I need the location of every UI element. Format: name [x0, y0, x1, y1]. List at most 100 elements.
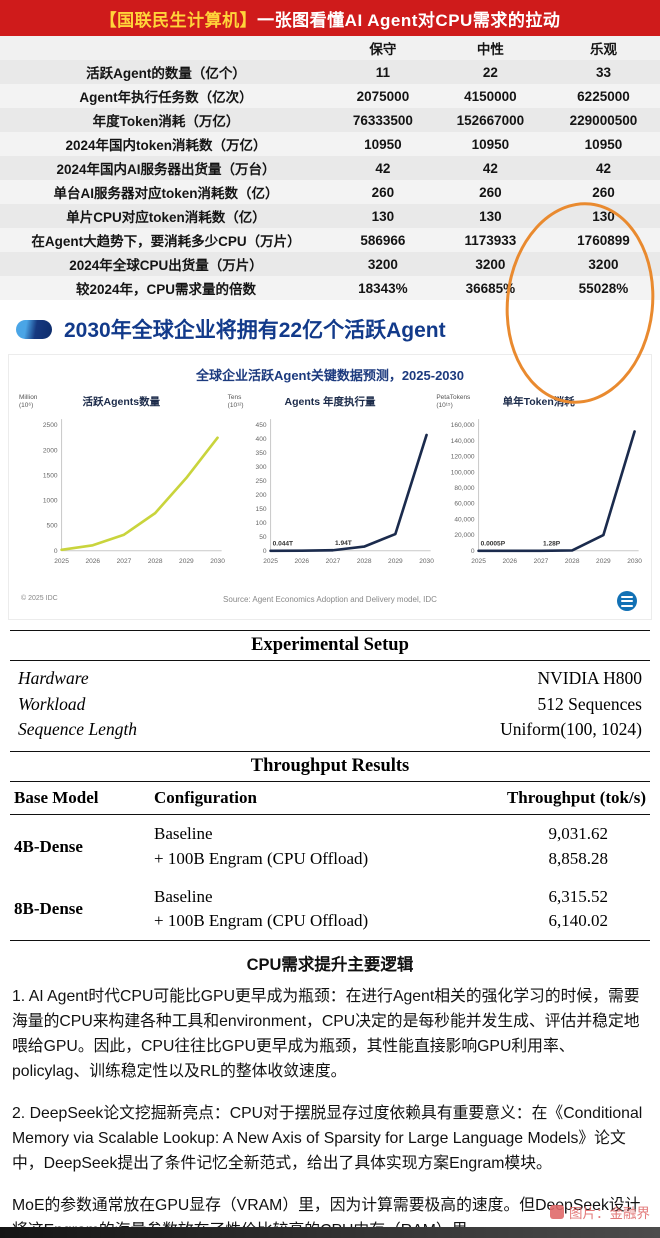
axis-unit-label: Tens (10¹²) — [227, 394, 244, 410]
row-value-neutral: 36685% — [465, 280, 516, 296]
rule-bottom — [10, 939, 650, 941]
chart-source: Source: Agent Economics Adoption and Del… — [223, 595, 437, 605]
rule — [10, 751, 650, 753]
row-value-neutral: 3200 — [475, 256, 506, 272]
svg-text:500: 500 — [47, 523, 58, 530]
throughput-group-8b: 8B-Dense Baseline + 100B Engram (CPU Off… — [10, 878, 650, 940]
config-label: + 100B Engram (CPU Offload) — [154, 848, 369, 868]
watermark-text: 图片：金融界 — [569, 1206, 650, 1221]
throughput-group-4b: 4B-Dense Baseline + 100B Engram (CPU Off… — [10, 815, 650, 877]
chart-title: Agents 年度执行量 — [284, 396, 376, 408]
throughput-col-model: Base Model — [14, 788, 99, 808]
row-value-neutral: 10950 — [471, 136, 510, 152]
throughput-title: Throughput Results — [250, 756, 410, 777]
svg-text:450: 450 — [255, 422, 266, 429]
svg-text:2030: 2030 — [210, 558, 225, 565]
row-label: 在Agent大趋势下，要消耗多少CPU（万片） — [31, 234, 301, 249]
row-value-optimistic: 229000500 — [569, 112, 638, 128]
svg-text:80,000: 80,000 — [455, 485, 475, 492]
chart-card-title: 全球企业活跃Agent关键数据预测，2025-2030 — [196, 368, 464, 383]
config-label: Baseline — [154, 886, 213, 906]
throughput-header-row: Base Model Configuration Throughput (tok… — [10, 782, 650, 814]
row-value-optimistic: 1760899 — [577, 232, 630, 248]
svg-text:2025: 2025 — [263, 558, 278, 565]
config-label: Baseline — [154, 824, 213, 844]
row-value-conservative: 76333500 — [352, 112, 413, 128]
table-row: 2024年国内AI服务器出货量（万台） 42 42 42 — [0, 156, 660, 180]
forecast-chart: Tens (10¹²) Agents 年度执行量 0 50 100 150 200 250 3… — [226, 394, 435, 583]
value-list: 9,031.62 8,858.28 — [456, 822, 646, 871]
table-row: 单片CPU对应token消耗数（亿） 130 130 130 — [0, 204, 660, 228]
row-value-neutral: 152667000 — [456, 112, 525, 128]
svg-text:1.94T: 1.94T — [335, 540, 352, 547]
svg-text:0: 0 — [263, 548, 267, 555]
svg-text:20,000: 20,000 — [455, 532, 475, 539]
svg-text:300: 300 — [255, 464, 266, 471]
axis-unit-label: PetaTokens (10¹⁵) — [436, 394, 471, 410]
svg-text:2030: 2030 — [628, 558, 643, 565]
row-value-neutral: 22 — [482, 64, 498, 80]
svg-text:2028: 2028 — [148, 558, 163, 565]
watermark: 图片：金融界 — [550, 1202, 650, 1222]
svg-text:2027: 2027 — [534, 558, 549, 565]
row-value-optimistic: 42 — [595, 160, 611, 176]
axis-unit-label: Million (10⁶) — [19, 394, 38, 410]
section-title: 2030年全球企业将拥有22亿个活跃Agent — [64, 319, 446, 342]
row-label: 活跃Agent的数量（亿个） — [86, 66, 246, 81]
setup-value: NVIDIA H800 — [537, 668, 642, 689]
row-value-neutral: 260 — [479, 184, 502, 200]
table-row: 单台AI服务器对应token消耗数（亿） 260 260 260 — [0, 180, 660, 204]
scenario-col-optimistic: 乐观 — [589, 42, 617, 57]
row-value-conservative: 42 — [375, 160, 391, 176]
svg-text:100,000: 100,000 — [451, 469, 475, 476]
row-label: 2024年国内AI服务器出货量（万台） — [56, 162, 276, 177]
row-value-neutral: 130 — [479, 208, 502, 224]
row-value-optimistic: 55028% — [578, 280, 629, 296]
config-label: + 100B Engram (CPU Offload) — [154, 911, 369, 931]
svg-text:350: 350 — [255, 450, 266, 457]
svg-text:2029: 2029 — [388, 558, 403, 565]
row-value-conservative: 586966 — [360, 232, 406, 248]
svg-text:2027: 2027 — [325, 558, 340, 565]
scenario-table-header-row: 保守 中性 乐观 — [0, 36, 660, 60]
svg-text:2028: 2028 — [357, 558, 372, 565]
setup-label: Hardware — [18, 668, 89, 689]
table-row: Agent年执行任务数（亿次） 2075000 4150000 6225000 — [0, 84, 660, 108]
setup-label: Sequence Length — [18, 718, 138, 739]
svg-text:2026: 2026 — [294, 558, 309, 565]
svg-text:140,000: 140,000 — [451, 438, 475, 445]
row-label: Agent年执行任务数（亿次） — [79, 90, 253, 105]
svg-text:0.044T: 0.044T — [272, 541, 292, 548]
row-value-conservative: 11 — [375, 64, 391, 80]
row-value-optimistic: 260 — [592, 184, 615, 200]
scenario-col-conservative: 保守 — [369, 42, 397, 57]
model-name: 8B-Dense — [14, 899, 83, 919]
svg-text:0.0005P: 0.0005P — [481, 541, 506, 548]
table-row: 2024年国内token消耗数（万亿） 10950 10950 10950 — [0, 132, 660, 156]
svg-text:1000: 1000 — [43, 498, 58, 505]
logic-paragraphs: 1. AI Agent时代CPU可能比GPU更早成为瓶颈：在进行Agent相关的… — [0, 977, 660, 1238]
svg-text:1.28P: 1.28P — [543, 541, 561, 548]
row-value-conservative: 130 — [371, 208, 395, 224]
throughput-col-value: Throughput (tok/s) — [506, 788, 646, 808]
chart-plot: 0 500 1000 1500 2000 2500 2025 2026 2027 2028 2029… — [43, 419, 225, 565]
svg-text:150: 150 — [255, 506, 266, 513]
svg-text:200: 200 — [255, 492, 266, 499]
idc-logo — [617, 591, 637, 612]
row-value-conservative: 18343% — [358, 280, 408, 296]
table-row: 在Agent大趋势下，要消耗多少CPU（万片） 586966 1173933 1… — [0, 228, 660, 252]
rule — [10, 660, 650, 662]
row-label: 年度Token消耗（万亿） — [92, 114, 240, 129]
row-value-neutral: 4150000 — [464, 88, 517, 104]
chart-plot: 0 20,000 40,000 60,000 80,000 100,000 120,000 1… — [451, 419, 643, 565]
row-value-conservative: 260 — [371, 184, 395, 200]
article-header: 【国联民生计算机】 一张图看懂AI Agent对CPU需求的拉动 — [0, 0, 660, 36]
experimental-setup-rows: Hardware NVIDIA H800 Workload 512 Sequen… — [10, 661, 650, 751]
svg-text:2030: 2030 — [419, 558, 434, 565]
svg-text:250: 250 — [255, 478, 266, 485]
logic-paragraph: 2. DeepSeek论文挖掘新亮点：CPU对于摆脱显存过度依赖具有重要意义：在… — [12, 1104, 643, 1172]
row-label: 单台AI服务器对应token消耗数（亿） — [53, 186, 279, 201]
svg-text:2025: 2025 — [472, 558, 487, 565]
throughput-value: 9,031.62 — [548, 824, 609, 844]
